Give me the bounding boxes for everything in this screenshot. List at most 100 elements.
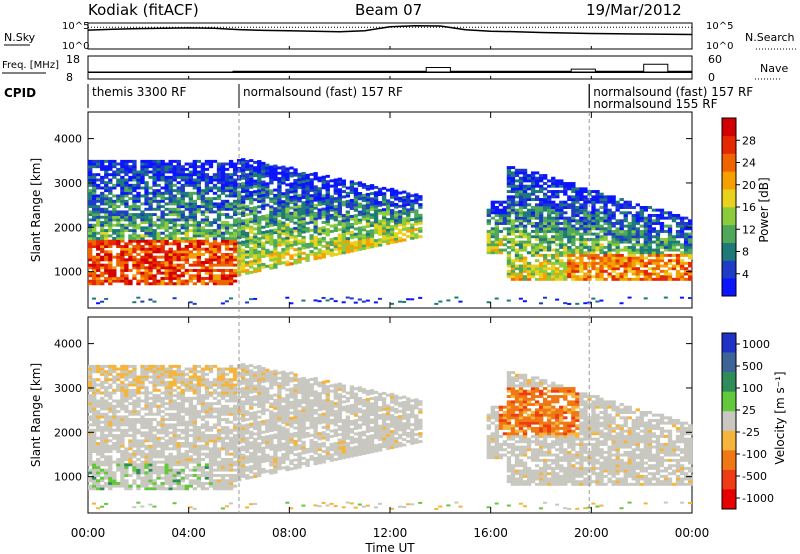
power-cell xyxy=(148,191,153,195)
power-cell xyxy=(341,203,347,207)
velocity-cell xyxy=(148,455,153,459)
power-cell xyxy=(192,226,198,230)
power-cell xyxy=(228,202,234,206)
power-cell xyxy=(510,264,516,268)
power-cell xyxy=(313,206,318,210)
power-cell xyxy=(148,282,153,286)
velocity-cell xyxy=(128,402,133,406)
power-cell xyxy=(349,297,354,300)
velocity-cell xyxy=(100,436,105,440)
power-cell xyxy=(365,195,371,199)
power-cell xyxy=(494,227,500,231)
power-cell xyxy=(498,229,504,233)
power-cell xyxy=(369,205,375,209)
velocity-cell xyxy=(108,428,113,432)
power-cell xyxy=(301,190,306,194)
power-cell xyxy=(418,235,423,239)
power-cell xyxy=(124,202,129,206)
power-cell xyxy=(277,214,282,218)
power-cell xyxy=(136,263,141,267)
power-cell xyxy=(619,237,624,241)
velocity-cell xyxy=(168,367,173,371)
power-cell xyxy=(365,240,371,244)
power-cell xyxy=(365,216,371,220)
velocity-cell xyxy=(92,415,97,419)
power-cell xyxy=(224,167,230,171)
power-cell xyxy=(631,232,636,236)
power-cell xyxy=(269,208,274,212)
power-cell xyxy=(675,248,681,252)
velocity-cell xyxy=(112,399,117,403)
velocity-cell xyxy=(116,442,121,446)
velocity-cell xyxy=(192,436,198,440)
power-cell xyxy=(204,239,210,243)
power-cell xyxy=(627,269,632,273)
power-cell xyxy=(305,179,310,183)
velocity-cell xyxy=(132,364,137,368)
velocity-cell xyxy=(104,418,109,422)
power-cell xyxy=(172,266,177,270)
power-cell xyxy=(381,240,387,244)
velocity-cell xyxy=(88,418,93,422)
power-cell xyxy=(571,251,576,255)
power-cell xyxy=(365,222,371,226)
velocity-cell xyxy=(164,458,169,461)
velocity-cell xyxy=(188,404,193,408)
power-cell xyxy=(543,219,548,223)
velocity-cell xyxy=(140,439,145,443)
power-cell xyxy=(607,253,612,257)
power-cell xyxy=(353,192,359,196)
velocity-cell xyxy=(152,380,157,384)
power-cell xyxy=(124,159,129,163)
power-cell xyxy=(132,213,137,217)
power-cell xyxy=(204,223,210,227)
power-cell xyxy=(547,224,552,228)
power-cell xyxy=(551,229,556,233)
power-cell xyxy=(232,242,238,246)
velocity-cell xyxy=(188,378,193,382)
power-cell xyxy=(655,237,661,241)
power-cell xyxy=(365,232,371,236)
power-cell xyxy=(180,258,185,262)
power-cell xyxy=(148,162,153,166)
power-cell xyxy=(579,216,584,220)
power-cell xyxy=(595,277,600,281)
power-cell xyxy=(273,265,278,269)
power-cell xyxy=(381,208,387,212)
power-cell xyxy=(313,243,318,247)
velocity-cell xyxy=(208,410,214,414)
power-cell xyxy=(140,300,145,303)
velocity-cell xyxy=(108,383,113,387)
velocity-cell xyxy=(164,468,169,472)
power-cell xyxy=(522,198,528,201)
power-cell xyxy=(168,159,173,163)
power-cell xyxy=(164,223,169,227)
power-cell xyxy=(647,240,653,244)
power-cell xyxy=(671,264,677,268)
power-cell xyxy=(631,229,636,233)
power-cell xyxy=(325,299,330,302)
power-cell xyxy=(623,206,628,209)
power-cell xyxy=(184,215,189,219)
power-cell xyxy=(538,176,544,180)
power-cell xyxy=(128,253,133,256)
power-cell xyxy=(309,250,314,254)
power-cell xyxy=(595,198,600,201)
power-cell xyxy=(156,245,161,248)
power-cell xyxy=(108,215,113,219)
power-cell xyxy=(112,159,117,163)
power-cell xyxy=(547,190,552,194)
power-cell xyxy=(120,274,125,278)
velocity-cell xyxy=(104,447,109,451)
power-cell xyxy=(224,237,230,241)
power-cell xyxy=(148,231,153,235)
power-cell xyxy=(204,159,210,163)
power-cell xyxy=(148,226,153,230)
velocity-cell xyxy=(132,450,137,453)
power-cell xyxy=(534,232,540,236)
power-cell xyxy=(607,224,612,228)
power-cell xyxy=(526,232,532,236)
power-cell xyxy=(96,276,101,280)
power-cell xyxy=(365,208,371,212)
power-cell xyxy=(120,165,125,169)
